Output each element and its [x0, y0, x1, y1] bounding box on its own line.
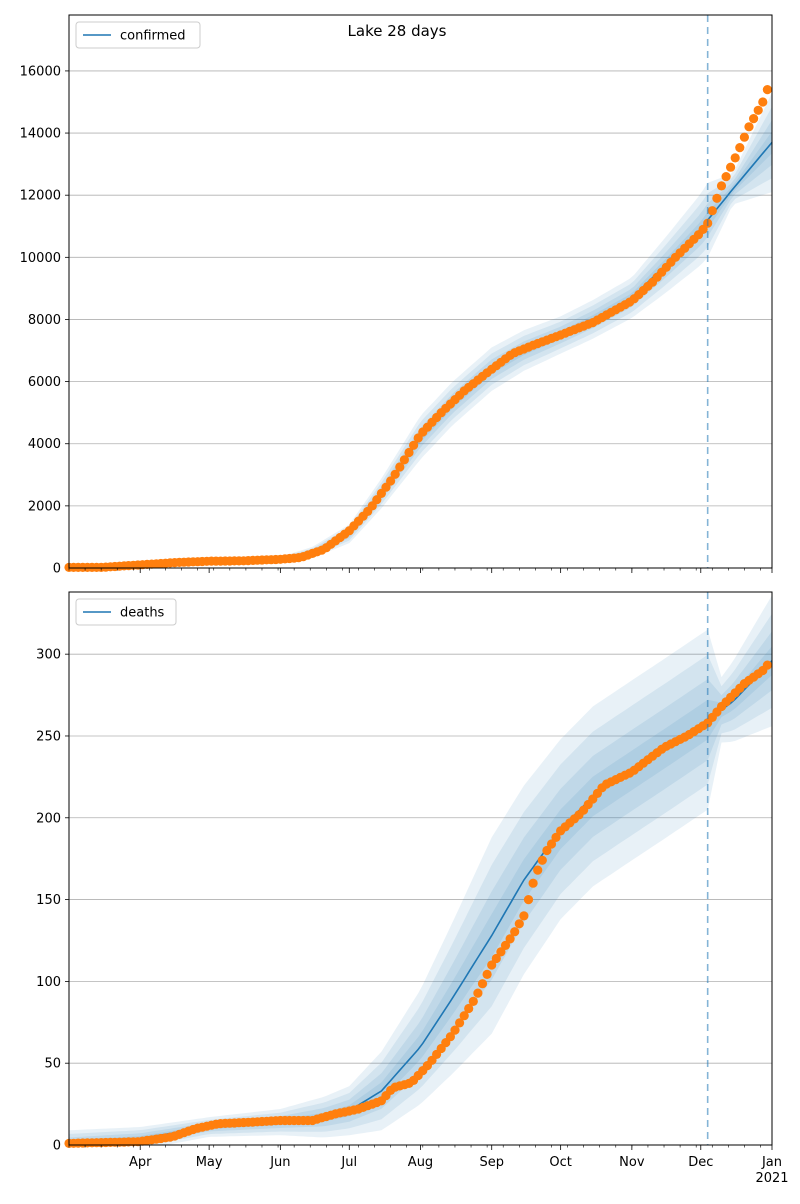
- observed-point: [390, 469, 400, 479]
- y-tick-label: 2000: [28, 499, 61, 514]
- observed-point: [537, 855, 547, 865]
- observed-point: [744, 122, 754, 132]
- confirmed-panel: 0 2000 4000 6000 8000 10000 12000 14000 16000 con…: [20, 14, 773, 577]
- observed-point: [496, 947, 506, 957]
- observed-point: [749, 114, 759, 124]
- y-tick-label: 300: [36, 648, 61, 663]
- confidence-band: [69, 613, 772, 1145]
- observed-point: [762, 660, 773, 670]
- confidence-band: [69, 131, 772, 568]
- observed-point: [523, 895, 534, 905]
- y-tick-label: 4000: [28, 437, 61, 452]
- y-tick-label: 150: [36, 893, 61, 908]
- deaths-panel: 0 50 100 150 200 250 300 Apr May Jun Jul Aug Sep Oct N…: [36, 591, 789, 1186]
- observed-point: [735, 143, 745, 153]
- y-tick-label: 0: [53, 1139, 61, 1154]
- observed-point: [487, 960, 497, 970]
- observed-point: [395, 462, 405, 472]
- y-tick-label: 8000: [28, 313, 61, 328]
- legend: deaths: [75, 598, 177, 626]
- x-tick-label: Jul: [340, 1155, 357, 1170]
- confidence-band: [69, 106, 772, 568]
- y-tick-label: 50: [44, 1057, 61, 1072]
- observed-point: [404, 447, 414, 458]
- legend: confirmed: [75, 21, 201, 49]
- observed-point: [500, 940, 511, 951]
- observed-point: [528, 878, 538, 888]
- x-tick-label: Sep: [479, 1155, 504, 1170]
- observed-point: [464, 1003, 474, 1014]
- observed-point: [762, 85, 773, 95]
- observed-point: [707, 206, 717, 216]
- legend-box: [75, 21, 201, 49]
- x-tick-label: Nov: [619, 1155, 645, 1170]
- observed-point: [455, 1018, 465, 1028]
- x-tick-label: Dec: [688, 1155, 713, 1170]
- observed-point: [712, 193, 722, 203]
- x-year-label: 2021: [755, 1171, 788, 1186]
- observed-point: [721, 172, 731, 182]
- observed-point: [491, 953, 501, 964]
- observed-point: [450, 1025, 460, 1035]
- observed-point: [726, 162, 736, 172]
- observed-point: [505, 934, 515, 944]
- observed-point: [482, 969, 492, 980]
- observed-point: [399, 455, 409, 465]
- observed-point: [473, 988, 483, 998]
- x-tick-label: Aug: [408, 1155, 433, 1170]
- y-tick-label: 12000: [20, 189, 61, 204]
- legend-box: [75, 598, 177, 626]
- legend-label: deaths: [120, 606, 165, 621]
- x-tick-label: Jun: [269, 1155, 290, 1170]
- observed-point: [542, 845, 552, 856]
- confidence-band: [69, 92, 772, 568]
- legend-label: confirmed: [120, 29, 186, 44]
- observed-point: [716, 181, 727, 191]
- observed-point: [758, 97, 768, 107]
- observed-point: [468, 996, 478, 1007]
- observed-point: [739, 132, 750, 142]
- y-tick-label: 0: [53, 562, 61, 577]
- x-tick-label: Oct: [549, 1155, 571, 1170]
- observed-point: [409, 440, 419, 450]
- observed-point: [445, 1032, 455, 1042]
- observed-point: [510, 927, 520, 937]
- observed-point: [551, 832, 561, 843]
- y-tick-label: 14000: [20, 127, 61, 142]
- observed-point: [730, 153, 740, 163]
- confidence-band: [69, 631, 772, 1145]
- observed-point: [477, 979, 488, 989]
- observed-point: [533, 865, 543, 875]
- confidence-band: [69, 120, 772, 568]
- x-tick-label: May: [196, 1155, 223, 1170]
- y-tick-label: 200: [36, 811, 61, 826]
- figure-title: Lake 28 days: [348, 22, 447, 40]
- y-tick-label: 6000: [28, 375, 61, 390]
- y-tick-label: 16000: [20, 64, 61, 79]
- x-tick-label: Jan: [761, 1155, 782, 1170]
- confidence-band: [69, 595, 772, 1145]
- observed-point: [546, 839, 557, 849]
- x-tick-label: Apr: [129, 1155, 152, 1170]
- observed-point: [372, 495, 382, 505]
- observed-point: [519, 911, 529, 921]
- observed-point: [514, 919, 524, 929]
- y-tick-label: 250: [36, 729, 61, 744]
- observed-point: [753, 105, 763, 115]
- y-tick-label: 100: [36, 975, 61, 990]
- y-tick-label: 10000: [20, 251, 61, 266]
- model-line: [68, 141, 773, 569]
- observed-point: [459, 1011, 469, 1021]
- observed-point: [386, 476, 396, 486]
